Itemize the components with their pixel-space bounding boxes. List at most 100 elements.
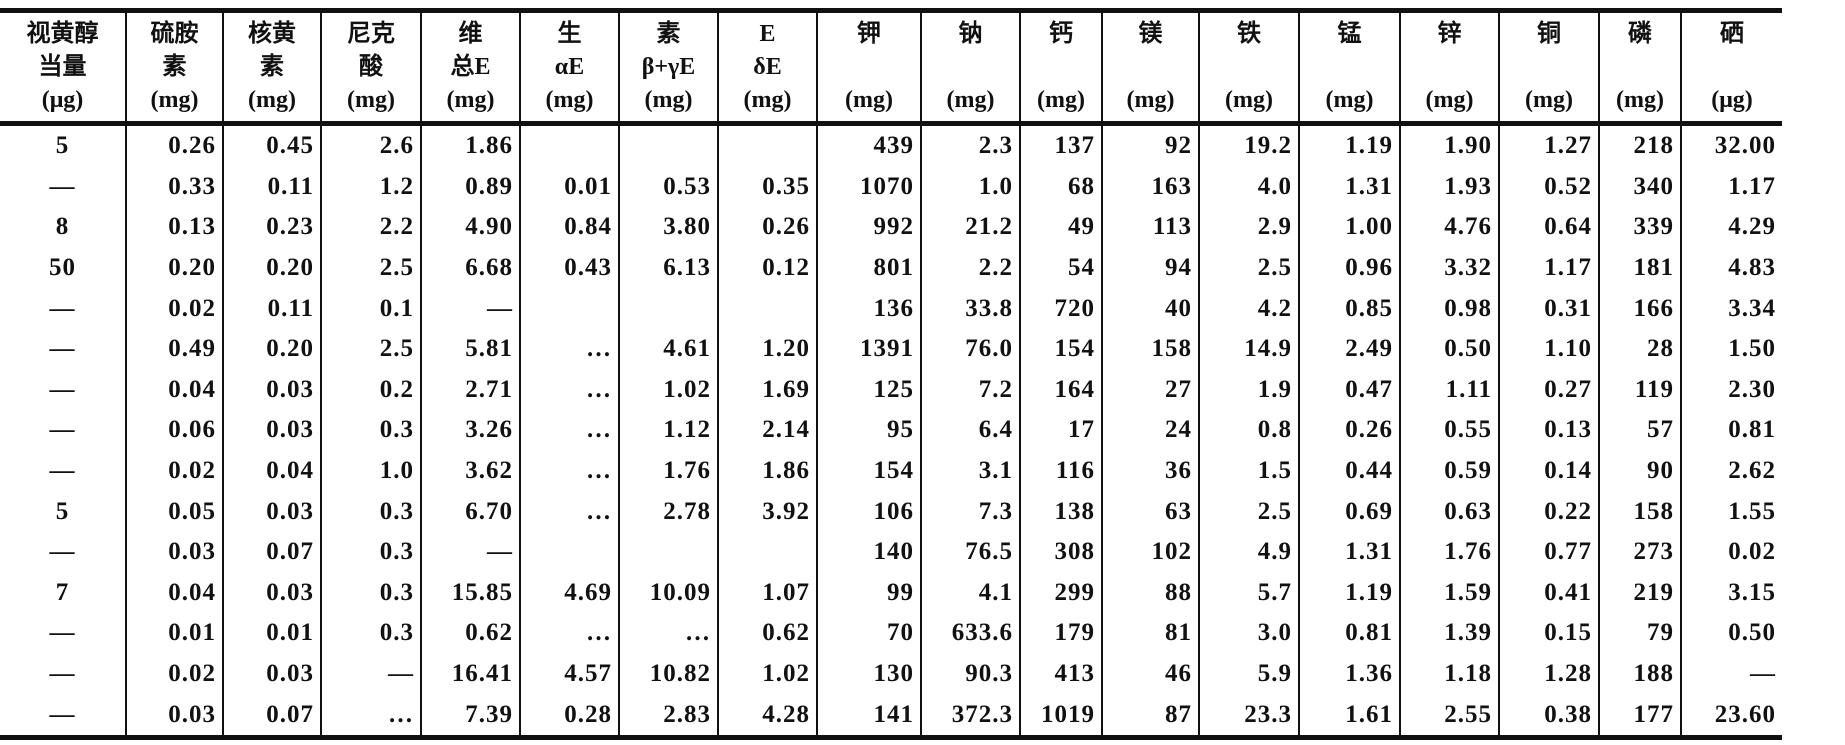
table-cell: 1.31	[1298, 166, 1400, 208]
table-cell: 0.01	[519, 166, 619, 208]
column-header-line: (mg)	[1325, 86, 1374, 113]
column-header-line	[1103, 51, 1198, 84]
column-header: 尼克酸 (mg)	[320, 10, 421, 124]
column-header-line: 锰	[1337, 20, 1362, 47]
table-cell: 3.32	[1399, 247, 1499, 289]
table-cell: 4.83	[1680, 247, 1782, 289]
table-cell: 27	[1101, 369, 1199, 411]
column-header-line: (μg)	[41, 86, 84, 113]
column-header-line: (mg)	[347, 86, 395, 113]
table-cell: 0.41	[1498, 572, 1599, 614]
table-cell: —	[1680, 653, 1782, 695]
table-cell: 0.69	[1298, 491, 1400, 532]
table-row: —0.03 0.07 0.3—140 76.5 308 102 4.9 1.31 1.76 0.7…	[0, 531, 1782, 573]
column-header-line: (mg)	[1126, 86, 1175, 113]
table-cell: 1.69	[717, 369, 817, 411]
table-cell	[618, 123, 718, 167]
table-cell	[717, 531, 817, 573]
table-cell: 0.27	[1498, 369, 1599, 411]
table-cell: —	[49, 660, 76, 688]
table-row: 7 0.04 0.03 0.3 15.85 4.69 10.09 1.07 99 4.1 299 88…	[0, 572, 1782, 614]
table-cell: …	[519, 491, 619, 532]
table-cell: 1.00	[1298, 207, 1400, 248]
table-cell: 99	[816, 572, 921, 614]
column-header: 锰 (mg)	[1298, 10, 1400, 124]
table-cell: 32.00	[1680, 123, 1782, 167]
table-cell: 2.14	[717, 410, 817, 451]
table-cell: 1.61	[1298, 694, 1400, 738]
table-cell: 3.92	[717, 491, 817, 532]
table-cell: 87	[1101, 694, 1199, 738]
table-cell	[618, 531, 718, 573]
table-cell: 181	[1598, 247, 1681, 289]
table-cell: 7.2	[920, 369, 1020, 411]
table-cell: 0.50	[1680, 613, 1782, 654]
table-cell: 0.52	[1498, 166, 1599, 208]
table-row: — 0.06 0.03 0.3 3.26… 1.12 2.14 95 6.4 17 24 0.8 0.2…	[0, 410, 1782, 451]
table-cell: 1.17	[1680, 166, 1782, 208]
column-header-line: 核黄	[248, 20, 296, 47]
table-cell	[519, 531, 619, 573]
table-cell: 1.55	[1680, 491, 1782, 532]
table-cell: 0.20	[222, 247, 321, 289]
column-header: 维总E (mg)	[420, 10, 520, 124]
table-cell: 0.02	[1680, 531, 1782, 573]
table-cell: 5	[55, 497, 70, 525]
table-cell: 1.5	[1198, 450, 1299, 492]
table-cell: 63	[1101, 491, 1199, 532]
table-cell: 1.90	[1399, 123, 1499, 167]
table-cell: 21.2	[920, 207, 1020, 248]
column-header-line: 当量	[38, 53, 87, 80]
table-cell: 179	[1019, 613, 1102, 654]
table-cell: —	[420, 288, 520, 329]
table-cell: 1.76	[618, 450, 718, 492]
table-cell: —	[49, 457, 76, 485]
column-header: 铜 (mg)	[1498, 10, 1599, 124]
table-cell: 10.09	[618, 572, 718, 614]
table-cell: 1.12	[618, 410, 718, 451]
table-cell: 3.1	[920, 450, 1020, 492]
table-cell: 4.28	[717, 694, 817, 738]
column-header-line: 硫胺	[150, 20, 199, 47]
table-cell: 5.81	[420, 328, 520, 370]
table-cell: 1.19	[1298, 123, 1400, 167]
table-cell: 0.59	[1399, 450, 1499, 492]
table-cell: 0.98	[1399, 288, 1499, 329]
table-cell: 633.6	[920, 613, 1020, 654]
table-cell: —	[49, 294, 76, 322]
table-cell: 137	[1019, 123, 1102, 167]
table-cell: 5.7	[1198, 572, 1299, 614]
table-cell: 2.2	[320, 207, 421, 248]
table-cell: 0.55	[1399, 410, 1499, 451]
table-cell: 46	[1101, 653, 1199, 695]
table-cell: 1.0	[320, 450, 421, 492]
table-row: —0.04 0.03 0.2 2.71… 1.02 1.69 125 7.2 164 27 1.9 0…	[0, 369, 1782, 411]
table-cell: 24	[1101, 410, 1199, 451]
table-cell: 17	[1019, 410, 1102, 451]
table-cell: 1.86	[717, 450, 817, 492]
table-cell: 1.19	[1298, 572, 1400, 614]
table-cell: 125	[816, 369, 921, 411]
table-cell: 720	[1019, 288, 1102, 329]
table-cell: 1.20	[717, 328, 817, 370]
table-cell: 0.03	[222, 491, 321, 532]
table-cell: 219	[1598, 572, 1681, 614]
table-cell: 0.62	[717, 613, 817, 654]
table-cell: 0.26	[717, 207, 817, 248]
table-cell: —	[49, 700, 76, 728]
column-header-line	[1500, 51, 1598, 84]
table-cell: 2.5	[320, 328, 421, 370]
column-header-line	[1021, 51, 1101, 84]
table-cell: 7.39	[420, 694, 520, 738]
table-cell: 106	[816, 491, 921, 532]
column-header-line: E	[759, 20, 776, 47]
table-cell: 0.3	[320, 531, 421, 573]
table-cell: 0.03	[222, 369, 321, 411]
table-cell: 95	[816, 410, 921, 451]
table-cell: 0.8	[1198, 410, 1299, 451]
column-header-line: (mg)	[248, 86, 296, 113]
table-cell: 372.3	[920, 694, 1020, 738]
table-cell: 0.02	[125, 450, 223, 492]
table-cell: 54	[1019, 247, 1102, 289]
table-cell: 0.04	[125, 572, 223, 614]
